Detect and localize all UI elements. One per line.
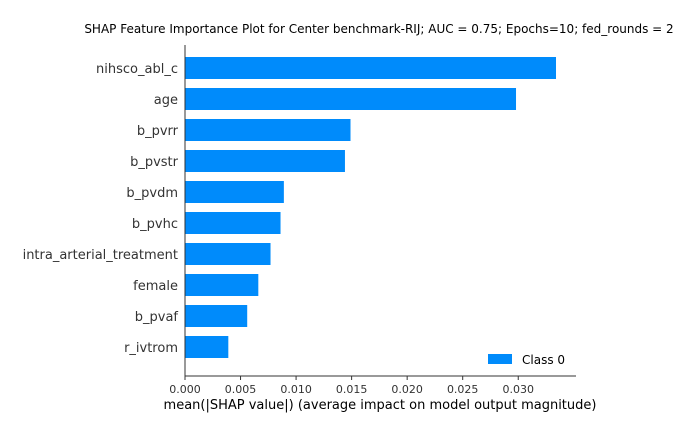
bar-r-ivtrom (185, 336, 229, 358)
bar-b-pvstr (185, 150, 345, 172)
chart-title: SHAP Feature Importance Plot for Center … (84, 22, 673, 36)
category-label-nihsco-abl-c: nihsco_abl_c (96, 62, 178, 77)
category-label-b-pvstr: b_pvstr (130, 155, 179, 170)
category-label-intra-arterial-treatment: intra_arterial_treatment (23, 248, 178, 263)
category-label-b-pvhc: b_pvhc (132, 217, 178, 232)
x-tick-label: 0.025 (447, 383, 479, 396)
bar-b-pvdm (185, 181, 284, 203)
bar-age (185, 88, 517, 110)
bar-nihsco-abl-c (185, 57, 557, 79)
x-tick-label: 0.015 (336, 383, 368, 396)
bar-female (185, 274, 259, 296)
x-ticks-group: 0.000 0.005 0.010 0.015 0.020 0.025 0.030 (169, 376, 534, 396)
bar-b-pvhc (185, 212, 281, 234)
x-tick-label: 0.030 (502, 383, 534, 396)
bar-b-pvaf (185, 305, 248, 327)
x-tick-label: 0.000 (169, 383, 201, 396)
category-label-age: age (154, 93, 178, 108)
x-tick-label: 0.020 (391, 383, 423, 396)
bars-group (185, 57, 557, 358)
category-label-b-pvrr: b_pvrr (137, 124, 179, 139)
bar-b-pvrr (185, 119, 351, 141)
x-tick-label: 0.005 (225, 383, 257, 396)
legend-label: Class 0 (522, 353, 565, 367)
legend: Class 0 (488, 353, 565, 367)
category-label-b-pvaf: b_pvaf (135, 310, 179, 325)
category-label-b-pvdm: b_pvdm (126, 186, 178, 201)
category-label-female: female (133, 279, 178, 294)
legend-swatch (488, 354, 512, 364)
x-tick-label: 0.010 (280, 383, 312, 396)
bar-intra-arterial-treatment (185, 243, 271, 265)
category-label-r-ivtrom: r_ivtrom (124, 341, 178, 356)
x-axis-label: mean(|SHAP value|) (average impact on mo… (164, 398, 597, 413)
